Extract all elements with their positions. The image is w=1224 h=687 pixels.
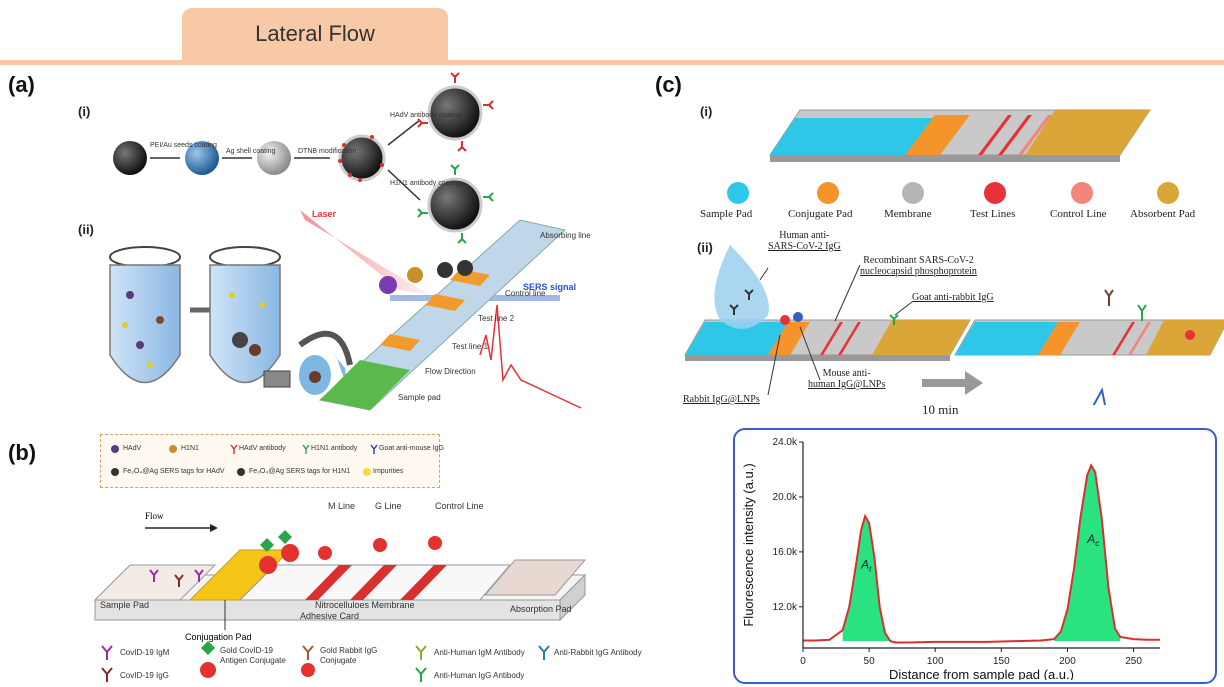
peak-label-0: At: [860, 558, 872, 574]
legend-igm: CovID-19 IgM: [120, 648, 170, 657]
series-line: [803, 463, 1160, 644]
x-axis-label: Distance from sample pad (a.u.): [889, 667, 1074, 680]
legend-goat: Goat anti-mouse IgG: [379, 445, 444, 452]
legend-gold-rabbit-1: Gold Rabbit IgG: [320, 646, 377, 655]
header-rule: [0, 60, 1224, 65]
y-tick-label: 20.0k: [773, 492, 798, 503]
panel-b-label: (b): [8, 440, 37, 465]
control-line-label: Control line: [505, 289, 546, 298]
panel-a-sub-i: (i): [78, 104, 91, 119]
g-line-label: G Line: [375, 501, 402, 511]
panel-c-illustration: [684, 109, 1224, 405]
sample-pad-label: Sample pad: [398, 393, 441, 402]
x-tick-label: 200: [1059, 656, 1076, 667]
peak-area-control: [1054, 465, 1121, 642]
peak-label-subscript: c: [1095, 539, 1099, 548]
peak-area-test: [842, 516, 891, 642]
legend-conjugate-pad: Conjugate Pad: [788, 208, 853, 220]
legend-test-lines: Test Lines: [970, 208, 1016, 220]
legend-h1n1: H1N1: [181, 445, 199, 452]
legend-anti-human-igm: Anti-Human IgM Antibody: [434, 648, 525, 657]
m-line-label: M Line: [328, 501, 355, 511]
annot-time: 10 min: [922, 402, 959, 417]
sers-signal-label: SERS signal: [523, 282, 576, 292]
legend-anti-human-igg: Anti-Human IgG Antibody: [434, 671, 524, 680]
legend-control-line: Control Line: [1050, 208, 1107, 220]
fluorescence-chart: 0 50 100 150 200 250 12.0k 16.0k 20.0k 24.0k Dista…: [741, 437, 1160, 680]
conjugation-label: Conjugation Pad: [185, 632, 252, 642]
legend-gold-antigen-1: Gold CovID-19: [220, 646, 273, 655]
legend-impurities: Impurities: [373, 468, 404, 475]
membrane-label: Nitrocelluloes Membrane: [315, 600, 415, 610]
panel-b-legend: CovID-19 IgM CovID-19 IgG Gold CovID-19 …: [101, 641, 642, 682]
panel-a-legend: HAdV H1N1 HAdV antibody H1N1 antibody Go…: [100, 434, 444, 488]
absorbing-line-label: Absorbing line: [540, 231, 591, 240]
section-tab[interactable]: Lateral Flow: [182, 8, 448, 60]
legend-gold-rabbit-2: Conjugate: [320, 656, 357, 665]
x-tick-label: 100: [927, 656, 944, 667]
panel-c-sub-i: (i): [700, 104, 713, 119]
fe3o4-core: [113, 141, 147, 175]
absorption-label: Absorption Pad: [510, 604, 572, 614]
panel-c-sub-ii: (ii): [697, 240, 713, 255]
adhesive-label: Adhesive Card: [300, 611, 359, 621]
flow-direction-label: Flow Direction: [425, 367, 476, 376]
panel-b-illustration: Flow M Line G Line Control Line Sample P…: [93, 501, 587, 642]
legend-hadv: HAdV: [123, 445, 142, 452]
y-axis-label: Fluorescence intensity (a.u.): [741, 463, 756, 626]
step-1: PEI/Au seeds coating: [150, 142, 217, 149]
x-tick-label: 250: [1125, 656, 1142, 667]
tube-1: [109, 246, 181, 384]
annot-recombinant: Recombinant SARS-CoV-2 nucleocapsid phos…: [860, 255, 977, 277]
x-tick-label: 150: [993, 656, 1010, 667]
panel-a-sub-ii: (ii): [78, 222, 94, 237]
panel-a-illustration: Laser SERS signal Absorbing line Control…: [109, 72, 591, 411]
flow-label: Flow: [145, 511, 164, 521]
legend-tags-h1n1: Fe₃O₄@Ag SERS tags for H1N1: [249, 468, 351, 475]
legend-igg: CovID-19 IgG: [120, 671, 169, 680]
step-2: Ag shell coating: [226, 148, 276, 155]
x-tick-label: 0: [800, 656, 806, 667]
step-4: HAdV antibody coating: [390, 112, 462, 119]
y-tick-label: 16.0k: [773, 547, 798, 558]
annot-human-igg: Human anti- SARS-CoV-2 IgG: [768, 230, 841, 252]
tube-2: [209, 246, 281, 384]
panel-a-label: (a): [8, 72, 35, 97]
section-tab-label: Lateral Flow: [255, 21, 375, 46]
control-line-label-b: Control Line: [435, 501, 484, 511]
legend-hadv-antibody: HAdV antibody: [239, 445, 286, 452]
peak-label-subscript: t: [869, 565, 872, 574]
test-line-1-label: Test line 1: [452, 342, 489, 351]
legend-tags-hadv: Fe₃O₄@Ag SERS tags for HAdV: [123, 468, 225, 475]
legend-anti-rabbit: Anti-Rabbit IgG Antibody: [554, 648, 642, 657]
y-tick-label: 12.0k: [773, 602, 798, 613]
annot-mouse: Mouse anti- human IgG@LNPs: [808, 368, 886, 390]
legend-membrane: Membrane: [884, 208, 932, 220]
test-line-2-label: Test line 2: [478, 314, 515, 323]
x-tick-label: 50: [864, 656, 876, 667]
legend-absorbent-pad: Absorbent Pad: [1130, 208, 1196, 220]
laser-label: Laser: [312, 209, 337, 219]
panel-c-label: (c): [655, 72, 682, 97]
y-tick-label: 24.0k: [773, 437, 798, 448]
legend-gold-antigen-2: Antigen Conjugate: [220, 656, 286, 665]
step-3: DTNB modification: [298, 148, 357, 155]
panel-c-legend-dots: [727, 182, 1179, 204]
annot-rabbit: Rabbit IgG@LNPs: [683, 394, 760, 405]
sample-pad-label-b: Sample Pad: [100, 600, 149, 610]
annot-goat: Goat anti-rabbit IgG: [912, 292, 994, 303]
step-5: H1N1 antibody coating: [390, 180, 461, 187]
legend-h1n1-antibody: H1N1 antibody: [311, 445, 358, 452]
legend-sample-pad: Sample Pad: [700, 208, 753, 220]
